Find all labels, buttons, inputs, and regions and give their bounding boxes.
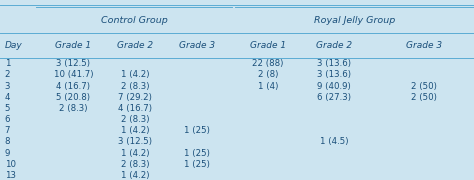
Text: 6: 6 <box>5 115 10 124</box>
Text: Grade 1: Grade 1 <box>250 41 286 50</box>
Text: 2 (50): 2 (50) <box>411 82 437 91</box>
Text: 2 (8.3): 2 (8.3) <box>121 160 149 169</box>
Text: Control Group: Control Group <box>100 16 167 25</box>
Text: 2 (8.3): 2 (8.3) <box>59 104 88 113</box>
Text: 1 (25): 1 (25) <box>184 148 210 158</box>
Text: 3 (13.6): 3 (13.6) <box>317 59 351 68</box>
Text: 13: 13 <box>5 171 16 180</box>
Text: 5 (20.8): 5 (20.8) <box>56 93 91 102</box>
Text: 3 (12.5): 3 (12.5) <box>56 59 91 68</box>
Text: Grade 3: Grade 3 <box>179 41 215 50</box>
Text: 2 (8): 2 (8) <box>258 70 278 79</box>
Text: 1 (4.2): 1 (4.2) <box>121 171 149 180</box>
Text: 4: 4 <box>5 93 10 102</box>
Text: 2 (50): 2 (50) <box>411 93 437 102</box>
Text: 9 (40.9): 9 (40.9) <box>317 82 351 91</box>
Text: 1 (25): 1 (25) <box>184 126 210 135</box>
Text: Grade 1: Grade 1 <box>55 41 91 50</box>
Text: 4 (16.7): 4 (16.7) <box>56 82 91 91</box>
Text: 7: 7 <box>5 126 10 135</box>
Text: 1 (4.5): 1 (4.5) <box>320 137 348 146</box>
Text: 1 (25): 1 (25) <box>184 160 210 169</box>
Text: Day: Day <box>5 41 22 50</box>
Text: 3 (12.5): 3 (12.5) <box>118 137 152 146</box>
Text: 1 (4): 1 (4) <box>258 82 278 91</box>
Text: 5: 5 <box>5 104 10 113</box>
Text: Grade 2: Grade 2 <box>316 41 352 50</box>
Text: 1 (4.2): 1 (4.2) <box>121 148 149 158</box>
Text: 8: 8 <box>5 137 10 146</box>
Text: 10: 10 <box>5 160 16 169</box>
Text: Grade 3: Grade 3 <box>406 41 442 50</box>
Text: 4 (16.7): 4 (16.7) <box>118 104 152 113</box>
Text: 7 (29.2): 7 (29.2) <box>118 93 152 102</box>
Text: 6 (27.3): 6 (27.3) <box>317 93 351 102</box>
Text: 3: 3 <box>5 82 10 91</box>
Text: 1 (4.2): 1 (4.2) <box>121 70 149 79</box>
Text: 10 (41.7): 10 (41.7) <box>54 70 93 79</box>
Text: 1 (4.2): 1 (4.2) <box>121 126 149 135</box>
Text: 22 (88): 22 (88) <box>252 59 283 68</box>
Text: 2: 2 <box>5 70 10 79</box>
Text: 9: 9 <box>5 148 10 158</box>
Text: Royal Jelly Group: Royal Jelly Group <box>314 16 395 25</box>
Text: 1: 1 <box>5 59 10 68</box>
Text: 2 (8.3): 2 (8.3) <box>121 115 149 124</box>
Text: 2 (8.3): 2 (8.3) <box>121 82 149 91</box>
Text: 3 (13.6): 3 (13.6) <box>317 70 351 79</box>
Text: Grade 2: Grade 2 <box>117 41 153 50</box>
